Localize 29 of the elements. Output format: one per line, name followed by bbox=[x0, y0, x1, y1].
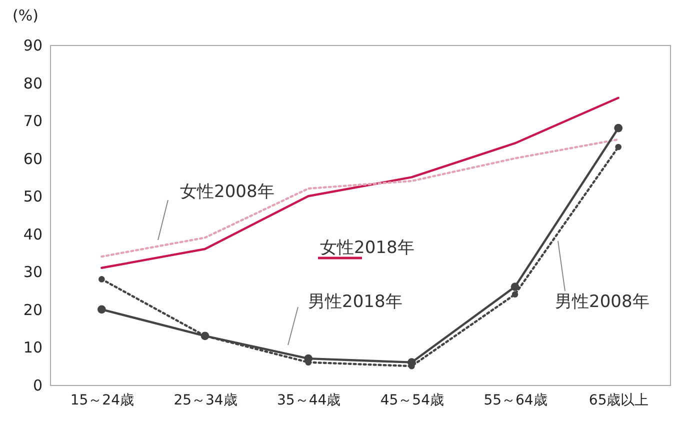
y-tick-label: 30 bbox=[23, 263, 42, 282]
y-tick-label: 60 bbox=[23, 150, 42, 168]
line-series bbox=[100, 96, 620, 269]
x-tick-label: 15～24歳 bbox=[70, 392, 134, 408]
y-tick-label: 80 bbox=[23, 74, 42, 92]
series-label: 男性2008年 bbox=[555, 292, 650, 312]
x-tick-label: 55～64歳 bbox=[484, 392, 548, 408]
x-tick-label: 35～44歳 bbox=[277, 392, 341, 408]
x-tick-label: 25～34歳 bbox=[174, 392, 238, 408]
y-tick-label: 50 bbox=[23, 188, 42, 206]
y-tick-label: 10 bbox=[23, 338, 42, 357]
y-tick-label: 0 bbox=[32, 376, 42, 394]
text: 女性2018年 bbox=[320, 238, 414, 258]
point bbox=[97, 305, 106, 314]
point bbox=[512, 291, 518, 298]
y-tick-label: 40 bbox=[23, 225, 42, 244]
y-tick-label: 20 bbox=[23, 300, 42, 319]
y-tick-label: 70 bbox=[23, 112, 42, 130]
text: 男性2018年 bbox=[308, 292, 402, 312]
series-label: 女性2008年 bbox=[180, 182, 274, 202]
y-axis-title: (%) bbox=[12, 6, 38, 24]
point bbox=[510, 282, 520, 291]
point bbox=[98, 276, 105, 282]
line-series bbox=[100, 138, 620, 258]
x-tick-label: 45～54歳 bbox=[380, 392, 444, 408]
y-tick-label: 90 bbox=[23, 36, 42, 54]
point bbox=[615, 144, 622, 150]
x-tick-label: 65歳以上 bbox=[588, 392, 649, 408]
point bbox=[614, 124, 623, 132]
